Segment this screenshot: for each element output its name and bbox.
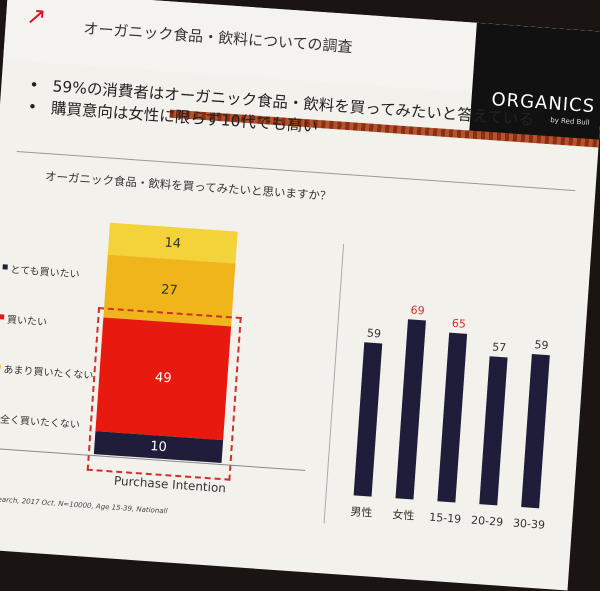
bar [353, 342, 383, 497]
chart-title: オーガニック食品・飲料を買ってみたいと思いますか？ [44, 169, 332, 204]
logo-arrows-icon: ↗ [25, 1, 48, 31]
bar [479, 356, 508, 506]
data-label: 14 [163, 235, 182, 252]
x-tick-label: 15-19 [429, 511, 462, 526]
bar [521, 354, 550, 509]
segment-bar-chart: 59 男性 69 女性 65 15-19 57 20-29 59 30-39 [350, 303, 550, 532]
x-tick-label: 30-39 [513, 517, 546, 532]
data-label: 59 [534, 338, 549, 352]
data-label: 57 [492, 340, 507, 354]
legend-item: あまり買いたくない [0, 360, 94, 417]
legend-item: 全く買いたくない [0, 414, 81, 432]
x-tick-label: 20-29 [471, 514, 504, 529]
footnote: cal Research, 2017 Oct. N=10000, Age 15-… [0, 494, 168, 516]
bar [437, 332, 468, 503]
brand-sub: by Red Bull [549, 116, 590, 127]
bar [395, 319, 426, 500]
x-tick-label: 女性 [392, 507, 415, 523]
data-label: 69 [410, 303, 425, 317]
legend-item: とても買いたい [0, 260, 101, 317]
x-tick-label: 男性 [350, 504, 373, 520]
data-label: 27 [160, 282, 179, 299]
legend: とても買いたい 買いたい あまり買いたくない 全く買いたくない [0, 260, 101, 466]
highlight-box [86, 307, 242, 481]
data-label: 59 [366, 326, 381, 340]
legend-item: 買いたい [0, 310, 97, 367]
data-label: 65 [451, 317, 466, 331]
